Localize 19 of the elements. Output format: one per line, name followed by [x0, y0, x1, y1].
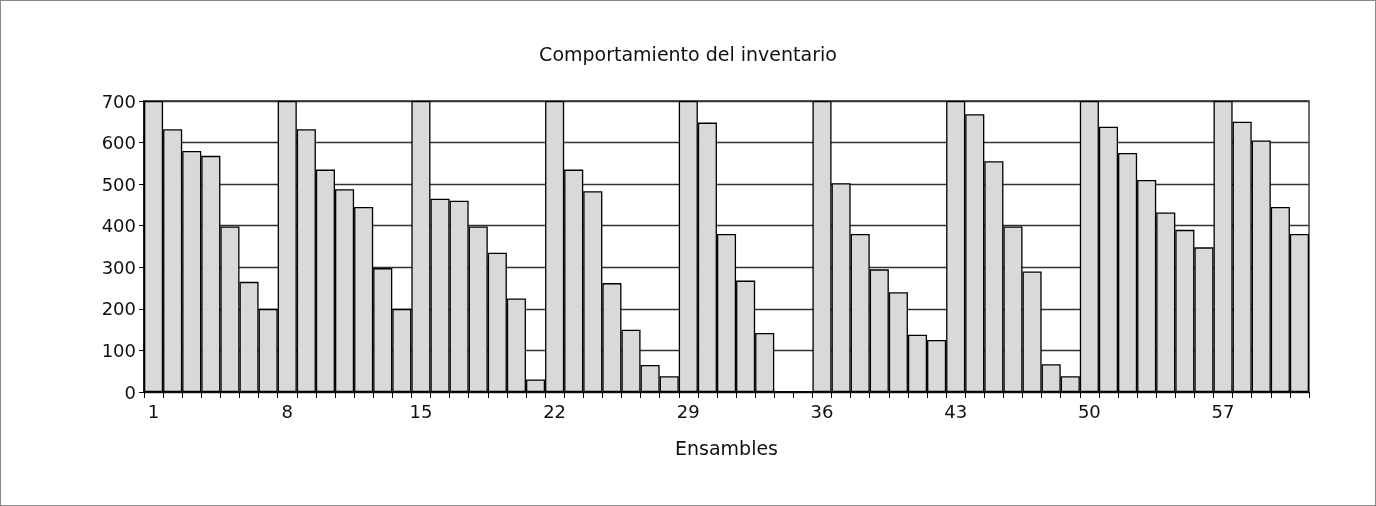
y-tick-label: 700: [101, 90, 136, 112]
x-tick-label: 8: [281, 400, 293, 422]
x-tick-label: 15: [409, 400, 433, 422]
y-tick-label: 600: [101, 132, 136, 154]
x-tick-label: 22: [543, 400, 567, 422]
y-tick-label: 200: [101, 298, 136, 320]
x-tick-label: 1: [147, 400, 160, 422]
y-tick-label: 300: [101, 256, 136, 278]
x-tick-label: 50: [1077, 400, 1101, 422]
x-tick-label: 36: [810, 400, 834, 422]
x-tick-label: 57: [1211, 400, 1235, 422]
chart-title: Comportamiento del inventario: [539, 42, 837, 65]
y-tick-label: 100: [101, 339, 136, 361]
x-axis-title: Ensambles: [674, 436, 779, 459]
x-tick-label: 43: [944, 400, 968, 422]
y-tick-label: 500: [101, 173, 136, 195]
y-tick-label: 400: [101, 215, 136, 237]
y-tick-label: 0: [124, 381, 136, 403]
x-tick-label: 29: [676, 400, 700, 422]
